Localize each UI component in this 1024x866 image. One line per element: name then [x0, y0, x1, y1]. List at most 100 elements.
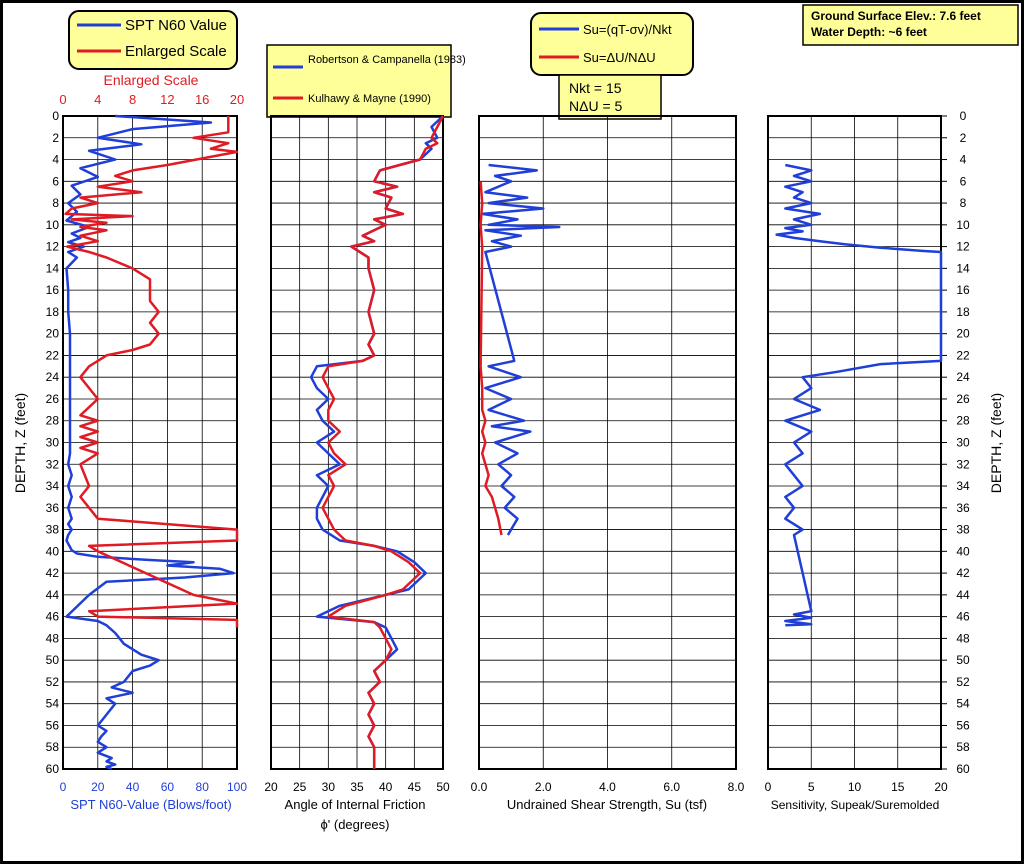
- top-tick-label: 0: [59, 92, 66, 107]
- y-tick-label-right: 58: [956, 740, 970, 754]
- series-line-spt-n60-value: [65, 114, 235, 771]
- y-tick-label-right: 54: [956, 697, 970, 711]
- panel4-xlabel: Sensitivity, Supeak/Suremolded: [771, 798, 940, 812]
- y-tick-label: 0: [52, 109, 59, 123]
- y-tick-label: 26: [46, 392, 60, 406]
- y-tick-label: 4: [52, 153, 59, 167]
- panel-frame: [270, 115, 444, 770]
- x-tick-label: 25: [293, 780, 307, 794]
- y-tick-label-right: 28: [956, 414, 970, 428]
- y-tick-label: 58: [46, 740, 60, 754]
- y-tick-label: 30: [46, 436, 60, 450]
- y-tick-label-right: 42: [956, 566, 970, 580]
- water-depth-text: Water Depth: ~6 feet: [811, 25, 927, 39]
- y-tick-label-right: 20: [956, 327, 970, 341]
- series-line-su-u-n-u: [479, 181, 503, 536]
- panel1-xlabel: SPT N60-Value (Blows/foot): [70, 797, 231, 812]
- panel-2: 20 25 30 35 40 45 50: [264, 115, 450, 794]
- x-tick-label: 60: [161, 780, 175, 794]
- x-tick-label: 100: [227, 780, 247, 794]
- x-tick-label: 20: [91, 780, 105, 794]
- x-tick-label: 15: [891, 780, 905, 794]
- site-info-box: Ground Surface Elev.: 7.6 feet Water Dep…: [802, 4, 1019, 46]
- y-tick-label: 16: [46, 283, 60, 297]
- y-tick-label: 52: [46, 675, 60, 689]
- top-tick-label: 16: [195, 92, 209, 107]
- y-tick-label-right: 34: [956, 479, 970, 493]
- y-tick-label-right: 10: [956, 218, 970, 232]
- x-tick-label: 45: [408, 780, 422, 794]
- y-tick-label: 44: [46, 588, 60, 602]
- y-tick-label-right: 56: [956, 718, 970, 732]
- y-tick-label-right: 48: [956, 631, 970, 645]
- y-tick-label-right: 24: [956, 370, 970, 384]
- series-line-sensitivity: [775, 163, 943, 627]
- y-tick-label-right: 2: [960, 131, 967, 145]
- y-tick-label: 50: [46, 653, 60, 667]
- x-tick-label: 0.0: [471, 780, 488, 794]
- y-tick-label-right: 52: [956, 675, 970, 689]
- y-tick-label-right: 44: [956, 588, 970, 602]
- y-tick-label: 48: [46, 631, 60, 645]
- top-tick-label: 4: [94, 92, 101, 107]
- panels: 0 20 40 60 80 1000246810121416182022242628303…: [46, 92, 970, 794]
- panel3-xlabel: Undrained Shear Strength, Su (tsf): [507, 797, 707, 812]
- panel2-xlabel: Angle of Internal Friction: [285, 797, 426, 812]
- x-tick-label: 8.0: [728, 780, 745, 794]
- x-tick-label: 4.0: [599, 780, 616, 794]
- legend-label-su-kt: Su=(qT-σv)/Nkt: [583, 22, 672, 37]
- site-info-box-bg: [802, 4, 1019, 46]
- x-tick-label: 80: [196, 780, 210, 794]
- y-tick-label-right: 8: [960, 196, 967, 210]
- panel2-xlabel2: ϕ' (degrees): [320, 817, 389, 832]
- enlarged-scale-axis-label: Enlarged Scale: [104, 72, 199, 88]
- x-tick-label: 5: [808, 780, 815, 794]
- legend-label-spt: SPT N60 Value: [125, 17, 227, 34]
- panel3-params-bg: [558, 74, 662, 120]
- y-tick-label: 2: [52, 131, 59, 145]
- param-nkt: Nkt = 15: [569, 80, 622, 96]
- y-tick-label-right: 0: [960, 109, 967, 123]
- x-tick-label: 35: [350, 780, 364, 794]
- y-tick-label-right: 40: [956, 544, 970, 558]
- x-tick-label: 6.0: [663, 780, 680, 794]
- y-tick-label: 24: [46, 370, 60, 384]
- y-tick-label: 6: [52, 174, 59, 188]
- y-tick-label-right: 12: [956, 240, 970, 254]
- param-ndu: NΔU = 5: [569, 98, 623, 114]
- y-tick-label-right: 32: [956, 457, 970, 471]
- y-tick-label: 12: [46, 240, 60, 254]
- y-tick-label: 14: [46, 261, 60, 275]
- y-tick-label-right: 22: [956, 348, 970, 362]
- y-tick-label: 42: [46, 566, 60, 580]
- y-tick-label-right: 14: [956, 261, 970, 275]
- depth-axis-label-left: DEPTH, Z (feet): [12, 393, 28, 493]
- panel-4: 0 5 10 15 2002468101214161820222426283032343…: [765, 109, 970, 794]
- y-tick-label-right: 38: [956, 523, 970, 537]
- legend-label-kulhawy: Kulhawy & Mayne (1990): [308, 93, 431, 105]
- y-tick-label: 34: [46, 479, 60, 493]
- x-tick-label: 10: [848, 780, 862, 794]
- y-tick-label-right: 60: [956, 762, 970, 776]
- y-tick-label: 56: [46, 718, 60, 732]
- y-tick-label: 32: [46, 457, 60, 471]
- y-tick-label: 36: [46, 501, 60, 515]
- y-tick-label: 20: [46, 327, 60, 341]
- y-tick-label-right: 26: [956, 392, 970, 406]
- panel3-legend: Su=(qT-σv)/Nkt Su=ΔU/NΔU Nkt = 15 NΔU = …: [530, 12, 694, 120]
- x-tick-label: 0: [765, 780, 772, 794]
- y-tick-label-right: 50: [956, 653, 970, 667]
- series-line-kulhawy-mayne-1990-: [321, 115, 445, 769]
- y-tick-label-right: 6: [960, 174, 967, 188]
- legend-label-enlarged: Enlarged Scale: [125, 43, 227, 60]
- y-tick-label: 18: [46, 305, 60, 319]
- panel-frame: [62, 115, 238, 770]
- y-tick-label-right: 30: [956, 436, 970, 450]
- y-tick-label-right: 36: [956, 501, 970, 515]
- top-tick-label: 8: [129, 92, 136, 107]
- x-tick-label: 30: [322, 780, 336, 794]
- y-tick-label: 22: [46, 348, 60, 362]
- x-tick-label: 2.0: [535, 780, 552, 794]
- y-tick-label-right: 18: [956, 305, 970, 319]
